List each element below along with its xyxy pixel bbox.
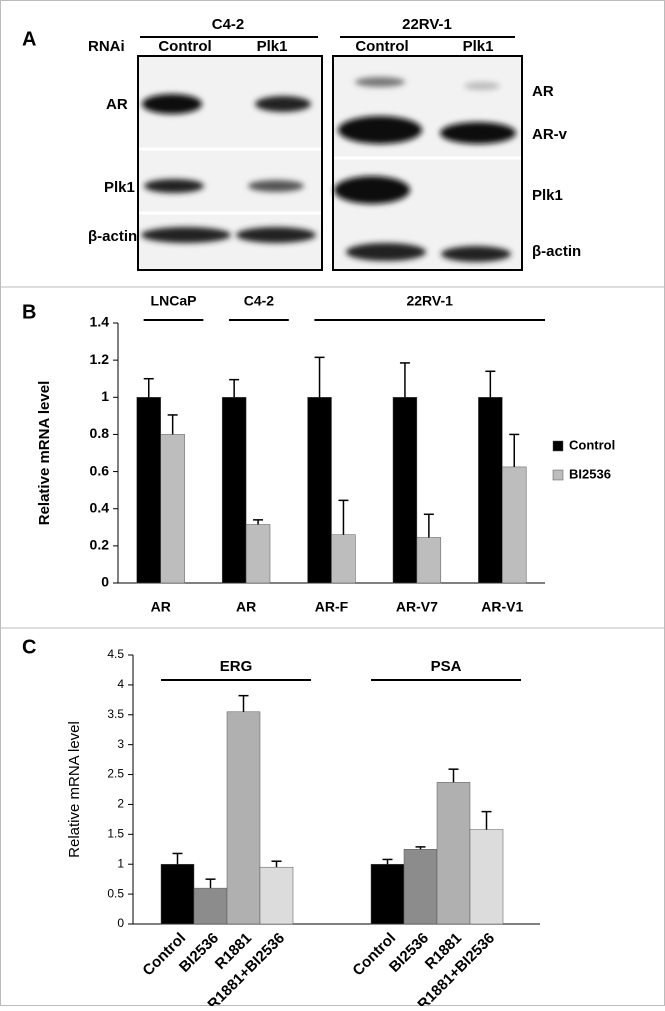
y-tick-label: 4.5 — [107, 647, 124, 661]
panel-label: C — [22, 636, 36, 658]
blot-label: AR-v — [532, 126, 568, 143]
y-tick-label: 0.6 — [90, 462, 110, 478]
y-tick-label: 1 — [117, 856, 124, 870]
bar — [221, 397, 247, 584]
y-tick-label: 2.5 — [107, 767, 124, 781]
x-tick-label: AR — [151, 599, 171, 615]
x-tick-label: AR-V7 — [396, 599, 438, 615]
y-tick-label: 0.4 — [90, 499, 110, 515]
bar — [193, 887, 228, 925]
lane-label: Control — [355, 38, 408, 55]
bar — [370, 863, 405, 925]
lane-label: Control — [158, 38, 211, 55]
blot-group: C4-2 — [212, 16, 245, 33]
bar — [136, 397, 161, 584]
lane-label: Plk1 — [463, 38, 494, 55]
panel-label: B — [22, 301, 36, 323]
y-tick-label: 1.5 — [107, 827, 124, 841]
blot-left — [137, 55, 323, 271]
y-tick-label: 0.8 — [90, 425, 110, 441]
bar — [226, 711, 261, 925]
blot-label: Plk1 — [532, 187, 563, 204]
y-tick-label: 0.5 — [107, 886, 124, 900]
bar — [307, 397, 332, 584]
legend-label: BI2536 — [569, 466, 611, 481]
bar — [436, 782, 471, 925]
y-axis-label: Relative mRNA level — [36, 381, 53, 526]
bar — [392, 397, 418, 584]
legend-label: Control — [569, 437, 615, 452]
y-tick-label: 4 — [117, 677, 124, 691]
y-tick-label: 3.5 — [107, 707, 124, 721]
bar — [478, 397, 503, 584]
legend-swatch — [552, 469, 564, 481]
rnai-label: RNAi — [88, 38, 125, 55]
y-tick-label: 3 — [117, 737, 124, 751]
blot-group: 22RV-1 — [402, 16, 452, 33]
y-tick-label: 1.4 — [90, 314, 110, 330]
lane-label: Plk1 — [257, 38, 288, 55]
x-tick-label: AR-V1 — [481, 599, 523, 615]
y-tick-label: 1.2 — [90, 351, 110, 367]
blot-label: AR — [532, 83, 554, 100]
bar — [160, 863, 195, 925]
y-axis-label: Relative mRNA level — [66, 721, 83, 858]
x-tick-label: AR — [236, 599, 256, 615]
bar — [259, 866, 294, 925]
bar — [403, 849, 438, 925]
blot-label: β-actin — [88, 228, 137, 245]
bar — [502, 466, 527, 584]
legend-swatch — [552, 440, 564, 452]
y-tick-label: 0 — [117, 916, 124, 930]
y-tick-label: 0 — [101, 574, 109, 590]
blot-right — [332, 55, 523, 271]
group-label: C4-2 — [244, 293, 275, 309]
bar — [160, 434, 185, 584]
bar — [416, 537, 442, 584]
bar — [331, 534, 356, 584]
group-label: LNCaP — [151, 293, 197, 309]
y-tick-label: 1 — [101, 388, 109, 404]
group-label: PSA — [431, 658, 462, 675]
blot-label: AR — [106, 96, 128, 113]
group-label: ERG — [220, 658, 253, 675]
blot-label: Plk1 — [104, 179, 135, 196]
y-tick-label: 2 — [117, 797, 124, 811]
y-tick-label: 0.2 — [90, 537, 110, 553]
x-tick-label: AR-F — [315, 599, 349, 615]
bar — [245, 524, 271, 584]
blot-label: β-actin — [532, 243, 581, 260]
bar — [469, 829, 504, 925]
panel-label: A — [22, 28, 36, 50]
group-label: 22RV-1 — [406, 293, 453, 309]
